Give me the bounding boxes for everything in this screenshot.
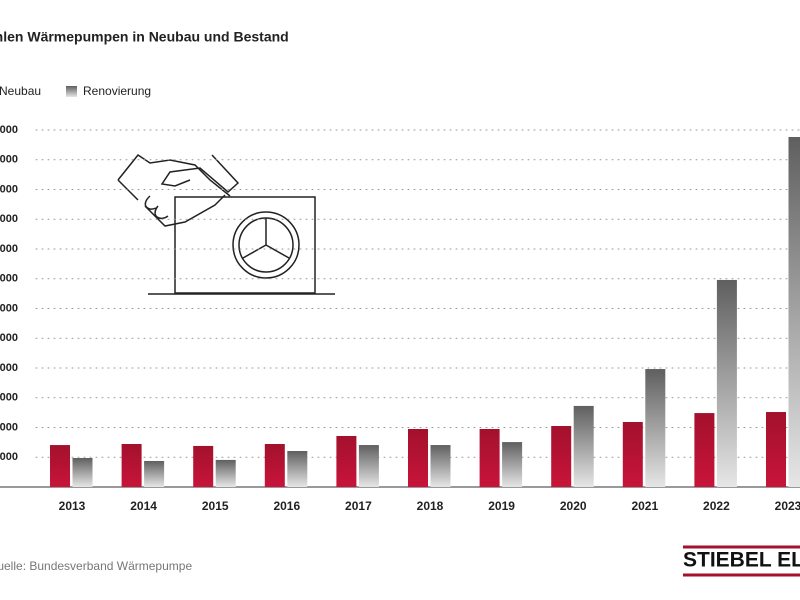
legend-label: Renovierung — [83, 84, 151, 98]
y-tick-label: 20.000 — [0, 451, 18, 463]
y-tick-label: 180.000 — [0, 213, 18, 225]
x-tick-label: 2019 — [488, 499, 515, 513]
bar — [716, 279, 737, 487]
x-tick-label: 2017 — [345, 499, 372, 513]
y-tick-label: 140.000 — [0, 273, 18, 285]
bar — [215, 459, 236, 487]
bar — [264, 444, 285, 487]
source: Quelle: Bundesverband Wärmepumpe — [0, 559, 192, 573]
bar — [408, 428, 428, 487]
chart-title: Absatzzahlen Wärmepumpen in Neubau und B… — [0, 29, 289, 45]
bar — [551, 426, 572, 487]
bar — [50, 445, 70, 487]
x-tick-label: 2014 — [130, 499, 157, 513]
y-tick-label: 100.000 — [0, 332, 18, 344]
x-tick-label: 2021 — [631, 499, 658, 513]
bar — [479, 428, 500, 487]
bar — [788, 136, 800, 487]
bar — [336, 435, 357, 487]
x-tick-label: 2013 — [59, 499, 86, 513]
bar — [121, 444, 142, 487]
illustration — [117, 153, 335, 295]
bar — [502, 442, 523, 487]
bar — [573, 405, 594, 487]
x-tick-label: 2018 — [417, 499, 444, 513]
y-tick-label: 120.000 — [0, 302, 18, 314]
x-tick-label: 2023 — [775, 499, 800, 513]
y-tick-label: 80.000 — [0, 362, 18, 374]
bar — [694, 413, 715, 487]
bar — [766, 412, 786, 487]
y-tick-label: 220.000 — [0, 154, 18, 166]
bar — [358, 445, 379, 487]
y-tick-label: 60.000 — [0, 392, 18, 404]
y-tick-label: 240.000 — [0, 124, 18, 136]
x-tick-label: 2016 — [273, 499, 300, 513]
x-tick-label: 2022 — [703, 499, 730, 513]
y-tick-label: 40.000 — [0, 421, 18, 433]
x-tick-label: 2015 — [202, 499, 229, 513]
brand-logo: STIEBEL ELTRON — [683, 549, 800, 572]
y-tick-label: 160.000 — [0, 243, 18, 255]
bar — [193, 445, 214, 487]
bar — [430, 445, 451, 487]
legend-label: Neubau — [0, 84, 41, 98]
y-tick-label: 200.000 — [0, 183, 18, 195]
x-tick-label: 2020 — [560, 499, 587, 513]
bar — [622, 421, 643, 487]
bar — [144, 460, 165, 487]
bar — [287, 451, 308, 487]
bar — [72, 457, 93, 487]
legend-swatch — [66, 86, 77, 97]
bar — [645, 369, 666, 487]
